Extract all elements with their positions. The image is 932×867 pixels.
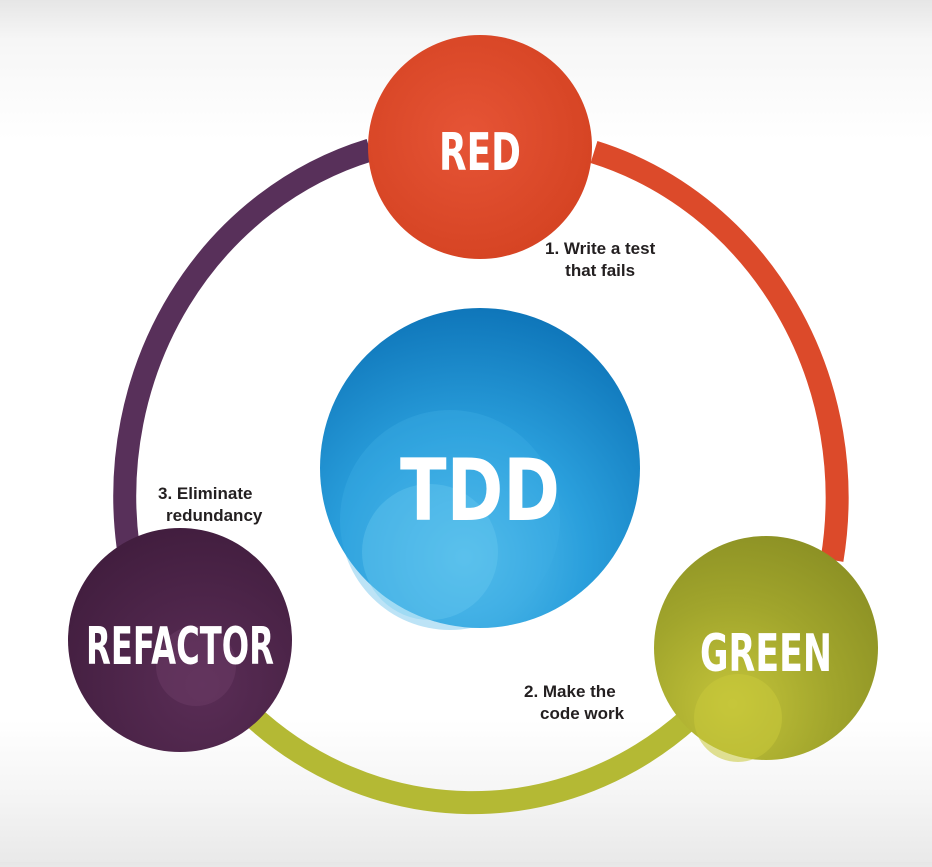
refactor-node-label: REFACTOR xyxy=(86,617,274,677)
step-2-caption: 2. Make the code work xyxy=(524,681,624,725)
step-1-line-2: that fails xyxy=(565,261,636,280)
tdd-center-node: TDD xyxy=(320,308,640,630)
arc-refactor-to-red xyxy=(113,138,374,548)
arc-red-to-green xyxy=(590,141,849,562)
step-1-caption: 1. Write a test that fails xyxy=(545,238,655,282)
step-3-caption: 3. Eliminate redundancy xyxy=(158,483,262,527)
red-node: RED xyxy=(368,35,592,259)
step-3-line-2: redundancy xyxy=(166,506,263,525)
green-node: GREEN xyxy=(654,536,878,762)
step-1-line-1: 1. Write a test xyxy=(545,239,656,258)
arc-green-to-refactor xyxy=(240,703,698,815)
red-node-label: RED xyxy=(439,123,521,183)
step-3-line-1: 3. Eliminate xyxy=(158,484,253,503)
green-node-label: GREEN xyxy=(700,624,832,684)
tdd-center-label: TDD xyxy=(400,441,560,541)
step-2-line-2: code work xyxy=(540,704,625,723)
step-2-line-1: 2. Make the xyxy=(524,682,616,701)
refactor-node: REFACTOR xyxy=(68,528,292,752)
